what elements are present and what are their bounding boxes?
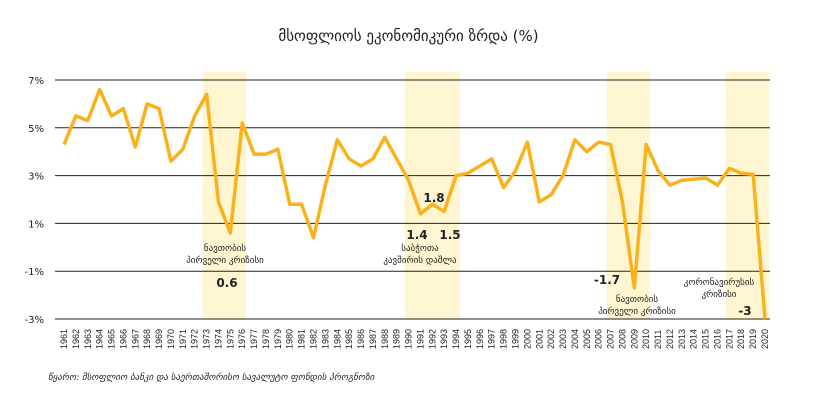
x-tick-label: 1968 (142, 329, 152, 349)
annotation-text: პირველი კრიზისი (598, 306, 676, 317)
series-line (62, 87, 767, 320)
x-tick-label: 1977 (249, 329, 259, 349)
data-label: -3 (738, 304, 751, 318)
x-tick-label: 1994 (451, 329, 461, 349)
x-tick-label: 2010 (641, 329, 651, 349)
y-tick-label: 7% (28, 76, 44, 87)
x-tick-label: 1997 (487, 329, 497, 349)
data-label: 1.5 (439, 228, 460, 242)
x-tick-label: 2011 (653, 330, 663, 349)
x-tick-label: 1987 (368, 329, 378, 349)
x-tick-label: 1988 (380, 329, 390, 349)
x-tick-label: 2014 (689, 329, 699, 349)
annotation-text: საბჭოთა (401, 243, 439, 254)
x-tick-label: 1990 (404, 329, 414, 349)
annotation-text: კორონავირუსის (684, 277, 755, 288)
x-tick-label: 1963 (83, 329, 93, 349)
y-tick-label: 5% (28, 124, 44, 135)
x-tick-label: 2006 (594, 329, 604, 349)
x-tick-label: 2016 (712, 329, 722, 349)
x-tick-label: 2004 (570, 329, 580, 349)
x-tick-label: 1970 (166, 329, 176, 349)
x-tick-label: 1996 (475, 329, 485, 349)
y-tick-label: -1% (25, 267, 44, 278)
annotation-text: პირველი კრიზისი (186, 255, 264, 266)
x-tick-label: 2000 (522, 329, 532, 349)
x-tick-label: 1966 (118, 329, 128, 349)
x-tick-label: 2017 (724, 329, 734, 349)
x-tick-label: 1991 (415, 329, 425, 349)
data-label: 0.6 (216, 276, 237, 290)
x-tick-label: 1980 (285, 329, 295, 349)
x-tick-label: 1973 (202, 329, 212, 349)
x-tick-label: 1984 (332, 329, 342, 349)
x-tick-label: 2005 (582, 329, 592, 349)
x-tick-label: 2018 (736, 329, 746, 349)
data-label: 1.8 (423, 191, 444, 205)
x-tick-label: 1986 (356, 329, 366, 349)
x-tick-label: 2012 (665, 329, 675, 349)
x-tick-label: 1982 (309, 329, 319, 349)
x-tick-label: 2013 (677, 329, 687, 349)
data-label: 1.4 (406, 228, 427, 242)
chart-title: მსოფლიოს ეკონომიკური ზრდა (%) (278, 27, 539, 45)
x-tick-label: 1971 (178, 329, 188, 349)
x-tick-label: 1972 (190, 329, 200, 349)
x-tick-label: 1969 (154, 329, 164, 349)
annotation-text: ნავთობის (204, 243, 246, 254)
x-tick-label: 2009 (629, 329, 639, 349)
x-tick-label: 1975 (225, 329, 235, 349)
x-tick-label: 1992 (427, 329, 437, 349)
y-tick-label: -3% (25, 315, 44, 326)
x-tick-label: 1979 (273, 329, 283, 349)
x-tick-label: 1974 (213, 329, 223, 349)
y-tick-label: 1% (28, 219, 44, 230)
x-tick-label: 2007 (606, 329, 616, 349)
x-tick-label: 1995 (463, 329, 473, 349)
x-tick-label: 1999 (510, 329, 520, 349)
annotation-text: ნავთობის (616, 294, 658, 305)
chart-source: წყარო: მსოფლიო ბანკი და საერთაშორისო სავ… (48, 373, 375, 383)
annotation-text: კავშირის დაშლა (383, 255, 457, 266)
x-tick-label: 1989 (392, 329, 402, 349)
x-tick-label: 1983 (320, 329, 330, 349)
x-tick-label: 1964 (95, 329, 105, 349)
x-tick-label: 2019 (748, 329, 758, 349)
x-tick-label: 1993 (439, 329, 449, 349)
x-tick-label: 1978 (261, 329, 271, 349)
x-tick-label: 1981 (297, 329, 307, 349)
data-label: -1.7 (594, 273, 620, 287)
y-tick-label: 3% (28, 172, 44, 183)
x-tick-label: 1985 (344, 329, 354, 349)
x-tick-label: 1967 (130, 329, 140, 349)
x-tick-label: 2002 (546, 329, 556, 349)
x-tick-label: 2015 (701, 329, 711, 349)
x-tick-label: 2003 (558, 329, 568, 349)
x-tick-label: 1998 (499, 329, 509, 349)
x-tick-label: 1965 (107, 329, 117, 349)
x-tick-label: 1962 (71, 329, 81, 349)
x-tick-label: 2020 (760, 329, 770, 349)
x-tick-label: 2008 (617, 329, 627, 349)
x-tick-label: 1961 (59, 329, 69, 349)
x-tick-label: 1976 (237, 329, 247, 349)
annotation-text: კრიზისი (702, 289, 737, 300)
x-tick-label: 2001 (534, 329, 544, 349)
